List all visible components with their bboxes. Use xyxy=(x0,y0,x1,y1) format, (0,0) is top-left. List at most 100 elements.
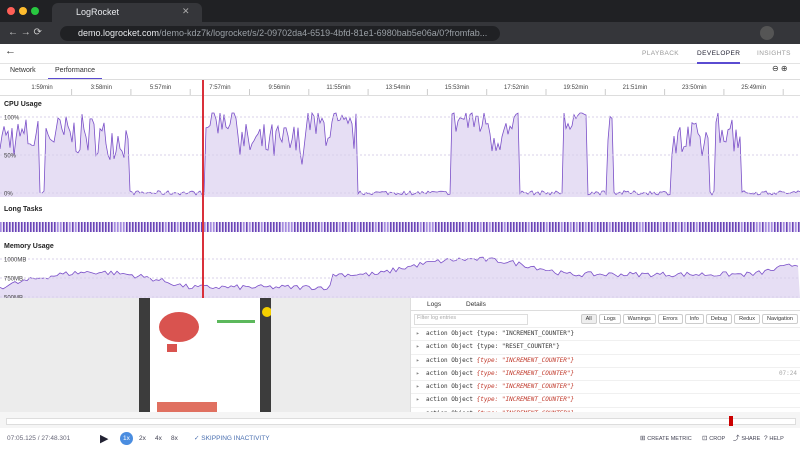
nav-developer[interactable]: DEVELOPER xyxy=(697,50,741,64)
long-task xyxy=(747,222,749,232)
long-task xyxy=(183,222,185,232)
long-task xyxy=(222,222,224,232)
filter-button[interactable]: Warnings xyxy=(622,314,656,324)
tab-close[interactable]: ✕ xyxy=(182,6,190,16)
profile-avatar[interactable] xyxy=(760,26,774,40)
long-task xyxy=(420,222,422,232)
long-task xyxy=(471,222,473,232)
zoom-buttons[interactable]: ⊖ ⊕ xyxy=(772,64,788,73)
long-task xyxy=(411,222,413,232)
toolbar-action[interactable]: ⊡ CROP xyxy=(702,435,726,442)
long-task xyxy=(177,222,179,232)
scrubber-handle[interactable] xyxy=(729,416,733,426)
toolbar-action[interactable]: ⤴ SHARE xyxy=(733,435,761,442)
entry-payload: {type: "INCREMENT_COUNTER"} xyxy=(476,383,575,391)
long-task xyxy=(474,222,476,232)
expand-arrow: ▸ xyxy=(416,356,420,364)
long-task xyxy=(66,222,68,232)
long-task xyxy=(234,222,236,232)
console-tab[interactable]: Details xyxy=(466,301,486,308)
long-task xyxy=(768,222,770,232)
toolbar-action[interactable]: ⊞ CREATE METRIC xyxy=(640,435,692,442)
long-task xyxy=(18,222,20,232)
playhead xyxy=(202,80,204,298)
long-task xyxy=(429,222,431,232)
console-tab[interactable]: Logs xyxy=(427,301,442,308)
filter-button[interactable]: Logs xyxy=(598,314,621,324)
long-task xyxy=(42,222,44,232)
nav-insights[interactable]: INSIGHTS xyxy=(757,50,791,57)
expand-arrow: ▸ xyxy=(416,343,420,351)
long-task xyxy=(282,222,284,232)
long-task xyxy=(495,222,497,232)
long-task xyxy=(672,222,674,232)
filter-button[interactable]: Errors xyxy=(657,314,683,324)
filter-button[interactable]: Redux xyxy=(734,314,760,324)
tab-performance[interactable]: Performance xyxy=(48,63,102,79)
long-task xyxy=(627,222,629,232)
minimize-dot[interactable] xyxy=(19,7,27,15)
long-task xyxy=(270,222,272,232)
back-button[interactable]: ← xyxy=(5,45,16,57)
long-task xyxy=(786,222,788,232)
filter-button[interactable]: Debug xyxy=(705,314,733,324)
filter-buttons: All Logs Warnings Errors Info Debug Redux Navig… xyxy=(579,314,798,324)
long-task xyxy=(192,222,194,232)
nav-buttons[interactable]: ← → ⟳ xyxy=(8,27,42,38)
nav-playback[interactable]: PLAYBACK xyxy=(642,50,680,57)
timeline-label: 19:52min xyxy=(563,85,588,91)
filter-button[interactable]: Info xyxy=(684,314,704,324)
timeline-label: 21:51min xyxy=(623,85,648,91)
long-task xyxy=(81,222,83,232)
action-label: HELP xyxy=(769,436,784,442)
long-task xyxy=(402,222,404,232)
close-dot[interactable] xyxy=(7,7,15,15)
long-task xyxy=(480,222,482,232)
long-task xyxy=(771,222,773,232)
speed-button[interactable]: 2x xyxy=(139,435,146,442)
long-task xyxy=(159,222,161,232)
long-task xyxy=(261,222,263,232)
long-task xyxy=(675,222,677,232)
long-task xyxy=(450,222,452,232)
filter-input[interactable]: Filter log entries xyxy=(414,314,528,325)
long-task xyxy=(78,222,80,232)
url-field[interactable]: demo.logrocket.com/demo-kdz7k/logrocket/… xyxy=(60,26,500,41)
speed-button[interactable]: 4x xyxy=(155,435,162,442)
zoom-dot[interactable] xyxy=(31,7,39,15)
long-task xyxy=(186,222,188,232)
speed-button[interactable]: 8x xyxy=(171,435,178,442)
cpu-tick-label: 100% xyxy=(4,116,20,122)
toolbar-action[interactable]: ? HELP xyxy=(764,435,784,442)
browser-tab[interactable]: LogRocket xyxy=(52,3,202,22)
long-task xyxy=(696,222,698,232)
skip-inactivity[interactable]: ✓ SKIPPING INACTIVITY xyxy=(194,435,270,442)
play-button[interactable]: ▶ xyxy=(100,433,109,445)
long-task xyxy=(57,222,59,232)
long-task xyxy=(525,222,527,232)
long-task xyxy=(0,222,2,232)
long-task xyxy=(153,222,155,232)
filter-button[interactable]: Navigation xyxy=(762,314,798,324)
long-task xyxy=(504,222,506,232)
entry-label: action Object xyxy=(426,396,473,404)
long-task xyxy=(603,222,605,232)
long-task xyxy=(99,222,101,232)
speed-button[interactable]: 1x xyxy=(123,435,130,442)
tab-network[interactable]: Network xyxy=(10,67,36,74)
long-task xyxy=(789,222,791,232)
long-task xyxy=(237,222,239,232)
filter-button[interactable]: All xyxy=(580,314,597,324)
timeline-label: 23:50min xyxy=(682,85,707,91)
long-task xyxy=(744,222,746,232)
scrubber-track[interactable] xyxy=(6,418,796,425)
long-task xyxy=(510,222,512,232)
long-task xyxy=(105,222,107,232)
long-task xyxy=(759,222,761,232)
time-display: 07:05.125 / 27:48.301 xyxy=(7,435,71,442)
long-task xyxy=(408,222,410,232)
action-label: CROP xyxy=(709,436,726,442)
long-task xyxy=(75,222,77,232)
long-task xyxy=(546,222,548,232)
